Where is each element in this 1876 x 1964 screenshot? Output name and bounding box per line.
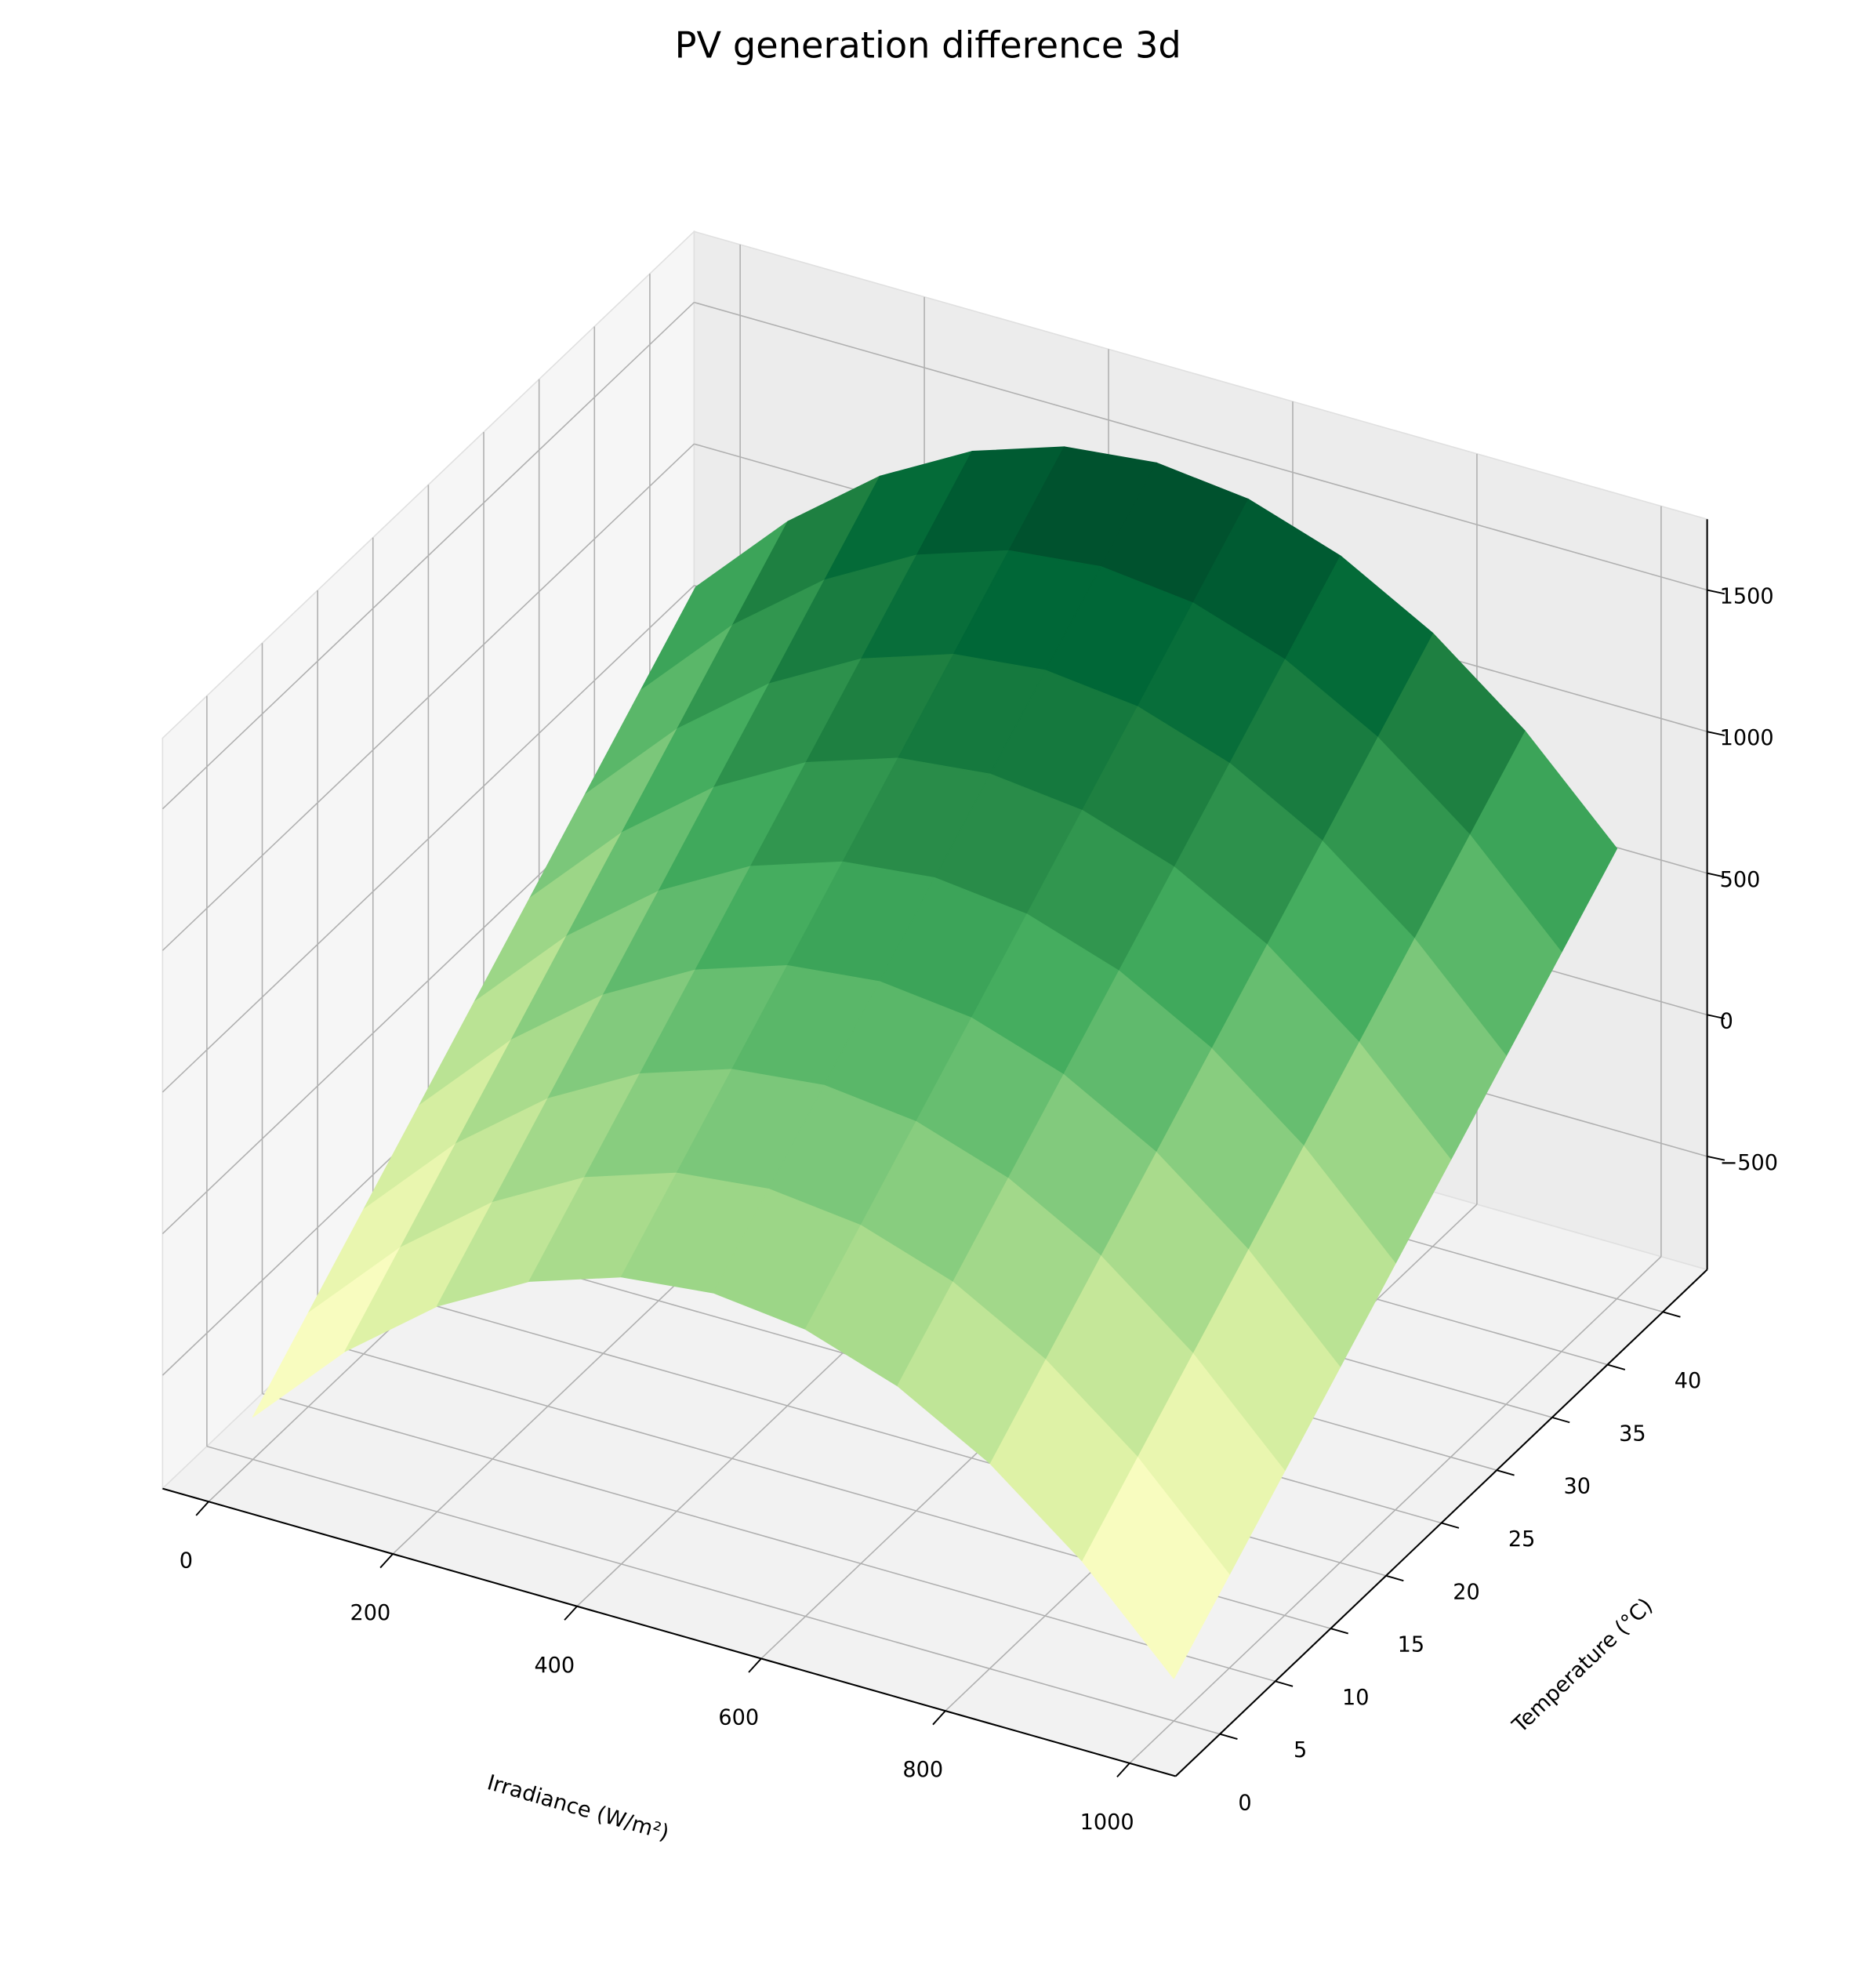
grid-line	[161, 585, 695, 1093]
y-tick-label: 30	[1564, 1475, 1591, 1499]
y-tick-label: 15	[1398, 1633, 1425, 1657]
z-tick-label: 0	[1720, 1009, 1733, 1033]
y-tick-label: 5	[1294, 1738, 1307, 1763]
x-axis-label: Irradiance (W/m²)	[484, 1770, 672, 1846]
y-axis-line	[1174, 1269, 1708, 1777]
y-tick-mark	[1385, 1574, 1404, 1582]
y-tick-label: 20	[1453, 1580, 1480, 1604]
y-tick-mark	[1551, 1416, 1570, 1424]
surface-patch	[897, 1281, 1046, 1464]
y-tick-mark	[1496, 1469, 1515, 1476]
y-tick-label: 25	[1508, 1527, 1536, 1552]
y-tick-mark	[1219, 1733, 1238, 1740]
x-tick-mark	[748, 1657, 762, 1673]
z-tick-mark	[1707, 731, 1725, 736]
z-tick-label: 1000	[1720, 726, 1774, 750]
x-tick-label: 0	[180, 1548, 193, 1573]
z-tick-label: −500	[1720, 1151, 1778, 1175]
axes: 0 200 400 600 800 1000 0 5 10 15 20 25 30 35 40 −500 0 50…	[162, 519, 1778, 1835]
x-tick-mark	[195, 1501, 209, 1516]
z-tick-label: 1500	[1720, 585, 1774, 609]
y-tick-label: 10	[1342, 1686, 1370, 1710]
y-axis-label: Temperature (°C)	[1508, 1594, 1658, 1738]
x-tick-mark	[1116, 1763, 1130, 1778]
grid-line	[161, 443, 695, 951]
y-tick-mark	[1275, 1680, 1294, 1687]
y-tick-label: 0	[1238, 1792, 1251, 1816]
y-tick-label: 35	[1619, 1421, 1646, 1446]
x-tick-label: 400	[534, 1654, 575, 1678]
x-tick-label: 1000	[1080, 1810, 1134, 1835]
grid-line	[161, 302, 695, 810]
x-tick-label: 600	[718, 1706, 759, 1730]
grid-line	[694, 301, 1707, 591]
y-tick-label: 40	[1675, 1369, 1702, 1393]
chart-title: PV generation difference 3d	[675, 24, 1181, 66]
y-tick-mark	[1330, 1628, 1348, 1635]
z-tick-mark	[1707, 872, 1725, 878]
x-tick-mark	[932, 1710, 946, 1726]
x-tick-label: 200	[350, 1601, 390, 1625]
z-tick-label: 500	[1720, 868, 1761, 892]
surface	[252, 446, 1618, 1679]
z-tick-mark	[1707, 1156, 1725, 1161]
z-tick-mark	[1707, 589, 1725, 595]
x-tick-label: 800	[902, 1758, 943, 1782]
z-tick-mark	[1707, 1014, 1725, 1020]
grid-line	[206, 1446, 1221, 1735]
y-tick-mark	[1607, 1363, 1626, 1370]
y-tick-mark	[1662, 1311, 1681, 1318]
grid-line	[262, 1392, 1275, 1683]
x-axis-line	[162, 1487, 1176, 1777]
x-tick-mark	[564, 1606, 578, 1621]
y-tick-mark	[1441, 1522, 1460, 1529]
x-tick-mark	[379, 1553, 394, 1569]
